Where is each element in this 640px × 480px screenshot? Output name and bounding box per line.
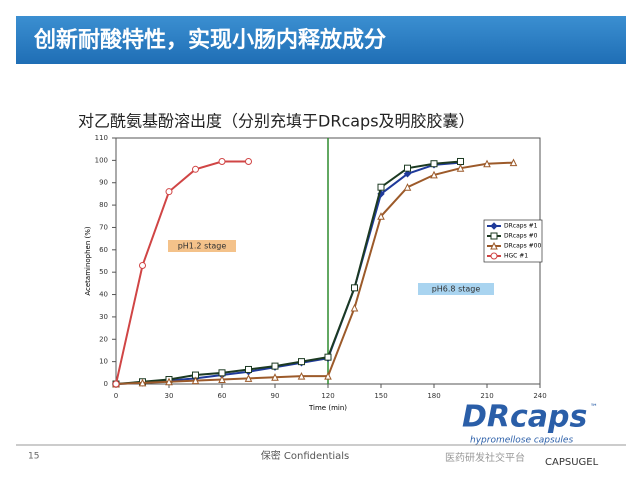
x-tick-label: 150 [374,392,387,400]
marker [490,232,498,240]
x-tick-label: 30 [165,392,174,400]
annotation-box [418,283,494,295]
marker [350,303,359,312]
chart-title: 对乙酰氨基酚溶出度（分别充填于DRcaps及明胶胶囊） [78,112,475,131]
marker [245,365,252,373]
annotation: pH1.2 stage [178,242,227,251]
y-tick-label: 70 [99,223,108,231]
marker [430,170,438,179]
y-tick-label: 50 [99,268,108,276]
x-tick-label: 60 [218,392,227,400]
legend-label: HGC #1 [504,253,528,260]
logo: DRcaps [462,400,587,435]
y-tick-label: 110 [95,134,108,142]
marker [404,164,411,172]
logo-sub: hypromellose capsules [470,436,573,446]
marker [297,372,306,380]
x-tick-label: 240 [533,392,546,400]
watermark: 医药研发社交平台 [445,451,525,464]
marker [191,376,200,385]
marker [218,157,226,165]
page-number: 15 [28,452,39,462]
series-line [115,160,461,385]
legend-label: DRcaps #1 [504,223,538,230]
y-tick-label: 0 [104,380,108,388]
marker [218,369,226,377]
series-line [115,161,461,385]
marker [509,158,518,167]
y-tick-label: 60 [99,246,108,254]
y-tick-label: 10 [99,358,108,366]
x-tick-label: 180 [427,392,440,400]
y-tick-label: 20 [99,335,108,343]
x-axis-label: Time (min) [308,404,347,412]
marker [456,164,465,172]
marker [112,380,120,388]
marker [377,212,385,220]
marker [298,358,305,366]
footer-text: 保密 Confidentials [261,449,350,462]
x-tick-label: 120 [321,392,334,400]
marker [138,378,147,387]
series-line [115,161,514,385]
slide-title: 创新耐酸特性，实现小肠内释放成分 [33,27,386,53]
marker [351,284,358,292]
x-tick-label: 0 [114,392,118,400]
y-tick-label: 90 [99,179,108,187]
marker [377,183,385,191]
marker [430,160,438,168]
marker [165,377,173,386]
y-tick-label: 30 [99,313,108,321]
marker [218,375,226,384]
marker [139,261,146,269]
marker [271,373,279,381]
annotation: pH6.8 stage [432,285,481,294]
marker [490,222,498,230]
x-tick-label: 90 [271,392,280,400]
marker [457,157,464,165]
header-band [16,16,626,64]
y-tick-label: 40 [99,291,108,299]
marker [403,183,412,191]
marker [192,165,199,173]
legend-label: DRcaps #00 [504,243,541,250]
marker [483,159,491,168]
x-tick-label: 210 [480,392,493,400]
marker [403,170,412,178]
annotation-box [168,240,236,252]
y-tick-label: 100 [95,156,108,164]
marker [324,353,332,361]
marker [324,372,332,380]
marker [245,157,252,165]
brand: CAPSUGEL [545,457,599,468]
logo-mark: ™ [590,403,598,412]
legend-label: DRcaps #0 [504,233,538,240]
series-line [115,160,249,385]
y-axis-label: Acetaminophen (%) [84,226,92,296]
marker [244,374,253,382]
marker [165,188,173,196]
marker [490,252,498,260]
marker [271,362,279,370]
y-tick-label: 80 [99,201,108,209]
marker [490,241,498,250]
